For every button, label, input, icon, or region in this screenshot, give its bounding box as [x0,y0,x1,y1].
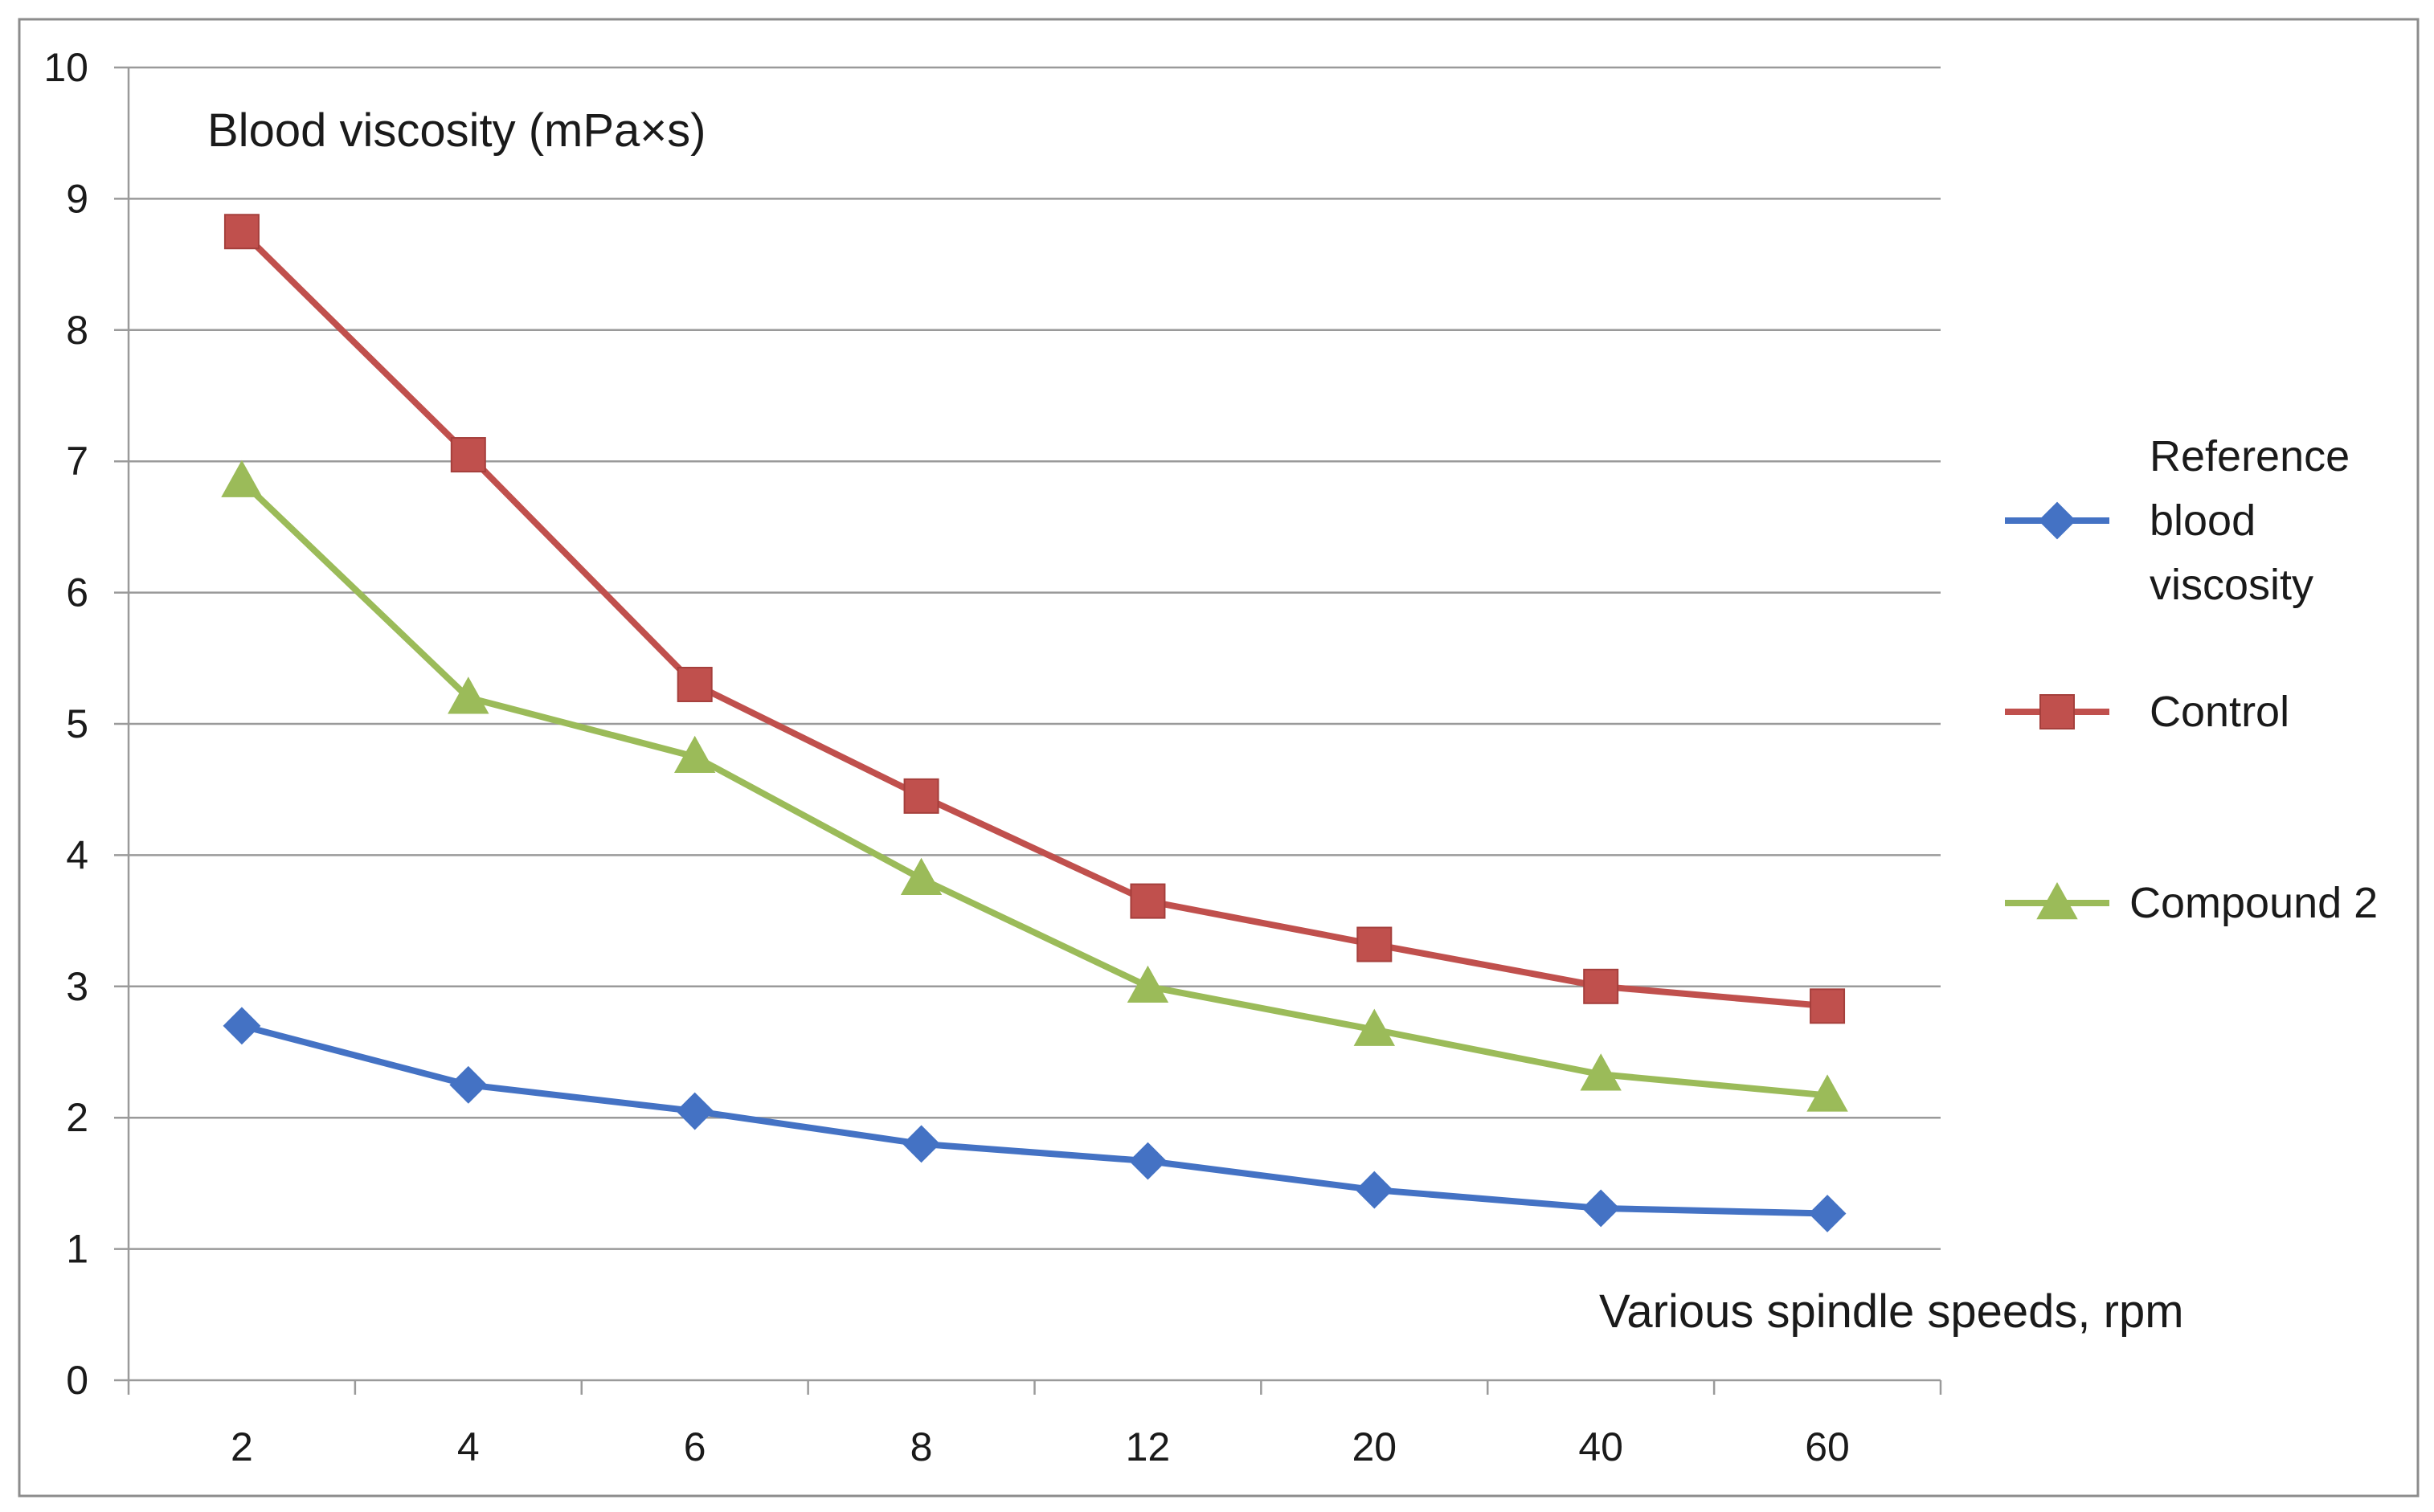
data-point-control-6 [677,666,713,702]
series-group [221,214,1848,1232]
legend-label-reference-blood-viscosity: Reference [2150,432,2350,480]
data-point-control-2 [223,214,260,250]
data-point-compound-2-6 [673,735,716,774]
x-tick-label-8: 8 [910,1424,933,1469]
data-point-compound-2-4 [448,676,489,714]
y-tick-label-0: 0 [66,1358,88,1403]
y-tick-labels: 0 1 2 3 4 5 6 7 8 9 10 [43,45,88,1403]
series-line-reference-blood-viscosity [240,1022,1828,1217]
legend-label-control: Control [2150,688,2289,736]
y-axis-title: Blood viscosity (mPa×s) [207,104,706,157]
data-point-compound-2-20 [1353,1008,1396,1046]
y-tick-label-4: 4 [66,832,88,877]
chart-border [18,18,2420,1498]
legend-marker-control [2039,694,2075,729]
series-line-control [239,229,1828,1010]
series-line-compound-2 [239,478,1828,1099]
data-point-compound-2-2 [221,460,263,497]
data-point-reference-blood-viscosity-12 [1129,1142,1167,1180]
data-point-control-8 [903,778,939,814]
data-point-reference-blood-viscosity-8 [902,1125,940,1163]
data-point-control-12 [1130,883,1166,919]
x-axis-title: Various spindle speeds, rpm [1599,1285,2184,1338]
legend-marker-compound-2 [2036,881,2078,920]
legend-label-compound-2: Compound 2 [2129,879,2378,927]
legend: Reference blood viscosity Control Compound 2 [2005,432,2378,927]
x-tick-label-60: 60 [1805,1424,1850,1469]
legend-marker-reference-blood-viscosity [2038,501,2076,540]
data-point-reference-blood-viscosity-20 [1355,1171,1393,1209]
gridlines [114,66,1941,1382]
data-point-compound-2-8 [900,857,943,896]
y-tick-label-10: 10 [43,45,88,90]
legend-label-reference-blood-viscosity: blood [2150,497,2256,545]
y-tick-label-7: 7 [66,439,88,484]
data-point-reference-blood-viscosity-2 [223,1007,261,1045]
legend-item-compound-2: Compound 2 [2005,879,2378,927]
y-tick-label-6: 6 [66,570,88,615]
y-tick-label-1: 1 [66,1227,88,1272]
y-tick-label-3: 3 [66,964,88,1009]
x-tick-label-2: 2 [231,1424,253,1469]
data-point-reference-blood-viscosity-4 [449,1065,488,1104]
x-tick-label-12: 12 [1126,1424,1171,1469]
x-tick-label-40: 40 [1578,1424,1623,1469]
axes [127,67,1942,1395]
x-tick-label-6: 6 [684,1424,706,1469]
x-tick-label-20: 20 [1352,1424,1397,1469]
series-control [223,214,1846,1024]
x-tick-label-4: 4 [457,1424,480,1469]
legend-item-control: Control [2005,688,2289,736]
data-point-control-4 [450,437,486,473]
legend-item-reference-blood-viscosity: Reference blood viscosity [2005,432,2350,609]
series-reference-blood-viscosity [223,1007,1847,1232]
data-point-control-20 [1356,926,1393,962]
data-point-compound-2-60 [1806,1074,1848,1112]
data-point-reference-blood-viscosity-40 [1581,1189,1620,1228]
data-point-control-60 [1810,988,1846,1024]
series-compound-2 [221,460,1848,1112]
y-tick-label-9: 9 [66,176,88,221]
data-point-control-40 [1583,968,1619,1004]
data-point-reference-blood-viscosity-60 [1808,1195,1847,1232]
data-point-compound-2-12 [1127,965,1169,1003]
data-point-reference-blood-viscosity-6 [676,1092,714,1130]
legend-label-reference-blood-viscosity: viscosity [2150,561,2313,609]
y-tick-label-5: 5 [66,701,88,746]
y-tick-label-2: 2 [66,1095,88,1140]
x-tick-labels: 2 4 6 8 12 20 40 60 [231,1424,1850,1469]
data-point-compound-2-40 [1580,1053,1622,1091]
y-tick-label-8: 8 [66,308,88,353]
